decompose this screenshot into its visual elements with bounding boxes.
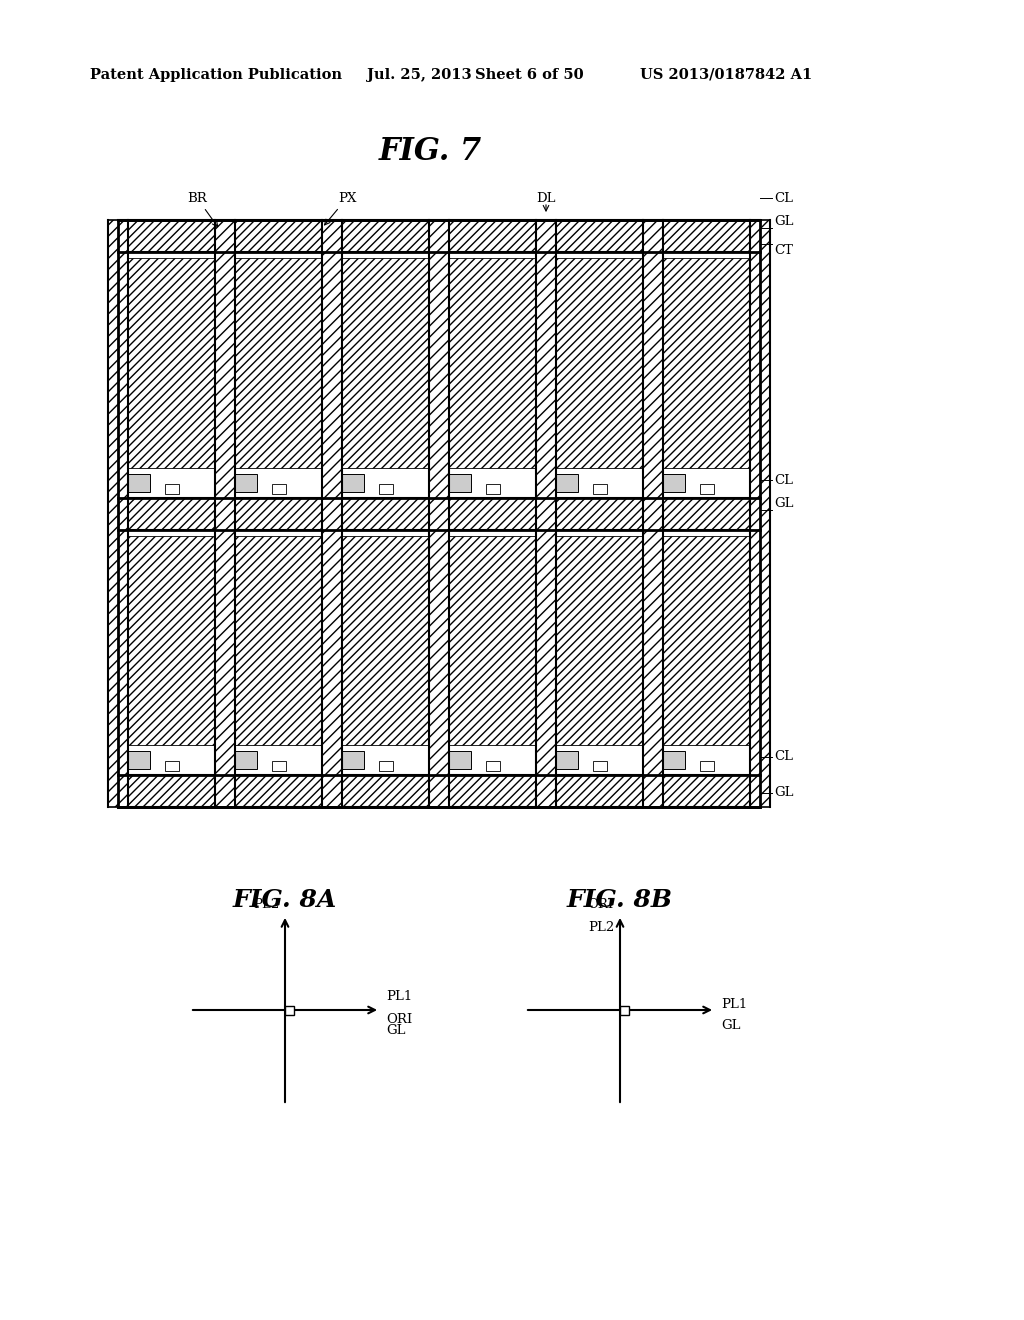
Bar bbox=[118, 531, 225, 775]
Bar bbox=[342, 474, 364, 492]
Text: GL: GL bbox=[721, 1019, 740, 1032]
Bar bbox=[662, 536, 752, 744]
Text: FIG. 7: FIG. 7 bbox=[379, 136, 481, 168]
Bar bbox=[118, 775, 760, 807]
Bar bbox=[485, 762, 500, 771]
Text: ORI: ORI bbox=[588, 898, 614, 911]
Bar bbox=[699, 762, 714, 771]
Bar bbox=[449, 474, 471, 492]
Text: CT: CT bbox=[774, 244, 793, 257]
Bar bbox=[485, 484, 500, 494]
Text: GL: GL bbox=[774, 215, 794, 228]
Bar bbox=[554, 536, 645, 744]
Bar bbox=[643, 220, 663, 807]
Bar bbox=[699, 484, 714, 494]
Bar bbox=[340, 536, 431, 744]
Bar bbox=[165, 484, 178, 494]
Bar bbox=[662, 257, 752, 469]
Text: PL2: PL2 bbox=[588, 921, 614, 935]
Bar bbox=[653, 252, 760, 498]
Bar bbox=[234, 474, 257, 492]
Bar bbox=[593, 484, 606, 494]
Bar bbox=[556, 474, 578, 492]
Text: CL: CL bbox=[774, 751, 793, 763]
Bar bbox=[322, 220, 342, 807]
Bar bbox=[556, 751, 578, 770]
Bar bbox=[128, 474, 150, 492]
Bar bbox=[593, 762, 606, 771]
Bar bbox=[285, 1006, 294, 1015]
Bar bbox=[225, 531, 332, 775]
Bar bbox=[653, 531, 760, 775]
Bar bbox=[439, 252, 546, 498]
Bar bbox=[118, 252, 225, 498]
Bar bbox=[546, 531, 653, 775]
Bar bbox=[447, 536, 538, 744]
Bar bbox=[429, 220, 449, 807]
Bar bbox=[118, 220, 760, 252]
Text: CL: CL bbox=[774, 191, 793, 205]
Bar bbox=[165, 762, 178, 771]
Bar bbox=[126, 536, 217, 744]
Bar bbox=[118, 498, 760, 531]
Text: PL1: PL1 bbox=[386, 990, 413, 1003]
Bar bbox=[108, 220, 128, 807]
Text: ORI: ORI bbox=[386, 1012, 413, 1026]
Text: FIG. 8B: FIG. 8B bbox=[567, 888, 673, 912]
Bar bbox=[750, 220, 770, 807]
Bar bbox=[340, 257, 431, 469]
Bar bbox=[225, 252, 332, 498]
Bar bbox=[447, 257, 538, 469]
Text: PL1: PL1 bbox=[721, 998, 748, 1011]
Bar bbox=[546, 252, 653, 498]
Text: US 2013/0187842 A1: US 2013/0187842 A1 bbox=[640, 69, 812, 82]
Bar bbox=[233, 536, 324, 744]
Text: Patent Application Publication: Patent Application Publication bbox=[90, 69, 342, 82]
Text: GL: GL bbox=[774, 787, 794, 800]
Bar bbox=[379, 484, 392, 494]
Bar bbox=[128, 751, 150, 770]
Bar bbox=[536, 220, 556, 807]
Bar bbox=[449, 751, 471, 770]
Text: DL: DL bbox=[537, 191, 556, 205]
Bar bbox=[215, 220, 234, 807]
Text: GL: GL bbox=[386, 1024, 406, 1038]
Bar bbox=[379, 762, 392, 771]
Bar bbox=[271, 762, 286, 771]
Bar bbox=[233, 257, 324, 469]
Bar bbox=[234, 751, 257, 770]
Text: Sheet 6 of 50: Sheet 6 of 50 bbox=[475, 69, 584, 82]
Text: PX: PX bbox=[325, 191, 356, 224]
Bar bbox=[126, 257, 217, 469]
Bar bbox=[439, 531, 546, 775]
Bar bbox=[342, 751, 364, 770]
Text: FIG. 8A: FIG. 8A bbox=[232, 888, 337, 912]
Bar bbox=[663, 751, 685, 770]
Bar bbox=[118, 220, 760, 807]
Text: CL: CL bbox=[774, 474, 793, 487]
Bar bbox=[620, 1006, 629, 1015]
Bar bbox=[332, 531, 439, 775]
Bar bbox=[271, 484, 286, 494]
Text: Jul. 25, 2013: Jul. 25, 2013 bbox=[367, 69, 472, 82]
Bar bbox=[332, 252, 439, 498]
Text: GL: GL bbox=[774, 498, 794, 510]
Text: BR: BR bbox=[187, 191, 218, 227]
Bar bbox=[554, 257, 645, 469]
Text: PL2: PL2 bbox=[253, 898, 279, 911]
Bar bbox=[663, 474, 685, 492]
